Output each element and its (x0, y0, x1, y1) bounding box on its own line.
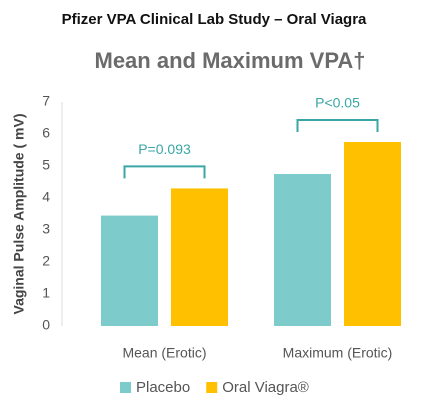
chart-subtitle: Mean and Maximum VPA† (95, 48, 366, 73)
y-tick-label: 5 (42, 157, 50, 173)
y-tick-label: 3 (42, 221, 50, 237)
y-axis-label: Vaginal Pulse Amplitude ( mV) (11, 114, 27, 315)
y-tick-label: 2 (42, 253, 50, 269)
legend-label: Oral Viagra® (222, 379, 309, 396)
legend-swatch (206, 382, 218, 393)
bar (171, 188, 228, 326)
significance-bracket (123, 165, 206, 179)
annotation: P<0.05 (315, 95, 360, 111)
y-tick-label: 7 (42, 93, 50, 109)
bar (344, 142, 401, 326)
annotation: P=0.093 (138, 141, 191, 157)
y-tick-label: 6 (42, 125, 50, 141)
y-tick-label: 0 (42, 317, 50, 333)
legend-swatch (120, 382, 131, 393)
x-tick-label: Maximum (Erotic) (283, 345, 393, 361)
bar (101, 215, 158, 326)
bar (274, 174, 331, 326)
y-tick-label: 1 (42, 285, 50, 301)
x-tick-label: Mean (Erotic) (122, 345, 206, 361)
y-tick-label: 4 (42, 189, 50, 205)
legend-label: Placebo (136, 379, 190, 396)
significance-bracket (296, 119, 379, 132)
chart-title: Pfizer VPA Clinical Lab Study – Oral Via… (62, 11, 367, 28)
